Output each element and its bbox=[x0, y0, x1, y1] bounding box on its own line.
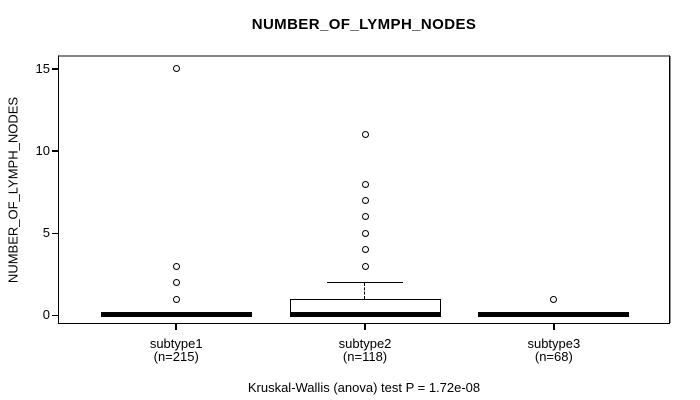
median-line bbox=[289, 312, 441, 317]
outlier-point bbox=[172, 279, 180, 287]
whisker-line bbox=[364, 282, 366, 299]
y-tick bbox=[52, 150, 58, 152]
x-tick bbox=[175, 324, 177, 330]
x-tick bbox=[364, 324, 366, 330]
y-tick bbox=[52, 232, 58, 235]
outlier-point bbox=[172, 295, 180, 303]
median-line bbox=[478, 312, 630, 317]
outlier-point bbox=[361, 246, 369, 254]
group-name: subtype3 bbox=[527, 336, 581, 351]
outlier-point bbox=[361, 229, 369, 237]
plot-frame bbox=[58, 55, 670, 324]
whisker-cap bbox=[327, 281, 403, 284]
stats-caption: Kruskal-Wallis (anova) test P = 1.72e-08 bbox=[247, 380, 481, 395]
group-n: (n=118) bbox=[342, 349, 388, 364]
outlier-point bbox=[172, 65, 180, 73]
group-label: subtype2 (n=118) bbox=[295, 337, 435, 363]
outlier-point bbox=[550, 295, 558, 303]
outlier-point bbox=[361, 180, 369, 188]
group-name: subtype2 bbox=[338, 336, 392, 351]
y-tick-label: 15 bbox=[35, 60, 50, 76]
y-axis-label: NUMBER_OF_LYMPH_NODES bbox=[5, 96, 21, 284]
outlier-point bbox=[172, 262, 180, 270]
group-name: subtype1 bbox=[149, 336, 203, 351]
outlier-point bbox=[361, 196, 369, 204]
outlier-point bbox=[361, 131, 369, 139]
x-tick bbox=[553, 324, 555, 330]
outlier-point bbox=[361, 262, 369, 270]
y-tick bbox=[52, 314, 58, 317]
y-tick-label: 0 bbox=[42, 307, 50, 323]
group-n: (n=68) bbox=[534, 349, 573, 364]
y-tick-label: 10 bbox=[35, 143, 50, 159]
y-tick bbox=[52, 68, 58, 70]
y-tick-label: 5 bbox=[42, 225, 50, 241]
group-label: subtype3 (n=68) bbox=[484, 337, 624, 363]
outlier-point bbox=[361, 213, 369, 221]
group-n: (n=215) bbox=[153, 349, 199, 364]
chart-title: NUMBER_OF_LYMPH_NODES bbox=[251, 16, 477, 33]
group-label: subtype1 (n=215) bbox=[106, 337, 246, 363]
median-line bbox=[100, 312, 252, 317]
